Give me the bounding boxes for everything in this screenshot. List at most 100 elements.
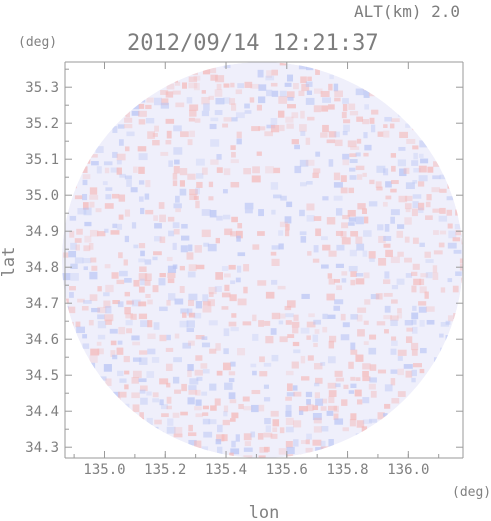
radar-cell — [389, 123, 395, 129]
radar-cell — [179, 168, 188, 176]
radar-cell — [173, 125, 182, 132]
radar-cell — [349, 159, 358, 164]
x-unit-label: (deg) — [452, 485, 491, 500]
radar-cell — [285, 223, 290, 231]
radar-cell — [354, 441, 363, 445]
radar-cell — [411, 116, 419, 123]
radar-cell — [390, 216, 395, 224]
radar-cell — [383, 168, 389, 176]
radar-cell — [425, 215, 433, 220]
radar-cell — [328, 104, 335, 110]
radar-cell — [272, 419, 280, 427]
radar-cell — [231, 440, 236, 448]
x-ticks: 135.0 135.2 135.4 135.6 135.8 136.0 — [73, 62, 440, 478]
radar-cell — [419, 368, 425, 374]
radar-cell — [313, 453, 323, 458]
y-tick-label: 35.1 — [25, 152, 59, 168]
radar-cell — [188, 439, 197, 446]
radar-cell — [384, 384, 393, 392]
radar-cell — [258, 96, 266, 104]
radar-cell — [215, 75, 225, 83]
radar-cell — [74, 257, 84, 264]
radar-cell — [314, 392, 320, 399]
radar-cell — [362, 419, 372, 424]
radar-cell — [342, 214, 351, 220]
radar-cell — [189, 69, 198, 75]
radar-cell — [368, 383, 376, 390]
radar-cell — [231, 117, 238, 122]
radar-cell — [216, 370, 223, 376]
radar-cell — [231, 103, 237, 111]
radar-cell — [411, 319, 417, 325]
radar-cell — [270, 251, 277, 256]
radar-cell — [363, 272, 370, 279]
radar-cell — [138, 196, 144, 202]
radar-cell — [286, 123, 294, 129]
radar-cell — [160, 404, 168, 410]
radar-cell — [110, 230, 120, 235]
radar-cell — [320, 236, 328, 241]
radar-cell — [312, 334, 319, 342]
radar-cell — [103, 161, 113, 166]
radar-cell — [279, 62, 287, 66]
radar-cell — [390, 188, 397, 193]
radar-cell — [341, 222, 349, 229]
radar-cell — [230, 448, 240, 455]
radar-cell — [348, 390, 355, 394]
radar-cell — [172, 376, 180, 384]
radar-cell — [342, 427, 349, 432]
radar-cell — [208, 419, 217, 425]
radar-cell — [417, 125, 423, 131]
radar-cell — [242, 396, 250, 402]
radar-cell — [270, 124, 280, 133]
radar-cell — [293, 420, 302, 428]
radar-cell — [391, 340, 398, 346]
radar-cell — [166, 405, 172, 410]
radar-cell — [133, 244, 139, 249]
radar-cell — [412, 125, 419, 131]
radar-cell — [336, 244, 345, 251]
radar-cell — [355, 354, 364, 362]
radar-cell — [110, 340, 117, 346]
radar-cell — [152, 392, 159, 398]
y-tick-label: 34.6 — [25, 332, 59, 348]
radar-cell — [426, 194, 432, 201]
y-tick-label: 35.3 — [25, 80, 59, 96]
radar-cell — [257, 231, 265, 236]
radar-cell — [123, 124, 133, 129]
radar-cell — [216, 446, 223, 455]
radar-cell — [75, 321, 81, 328]
radar-cell — [203, 431, 213, 438]
radar-cell — [203, 242, 210, 247]
radar-cell — [189, 104, 199, 111]
radar-cell — [412, 263, 420, 270]
radar-cell — [125, 110, 130, 118]
radar-cell — [208, 181, 214, 188]
radar-cell — [447, 181, 454, 189]
radar-cell — [278, 96, 288, 104]
radar-cell — [306, 181, 313, 185]
radar-cell — [427, 166, 434, 173]
radar-cell — [69, 230, 75, 238]
radar-cell — [322, 326, 328, 333]
radar-cell — [320, 90, 330, 98]
radar-cell — [223, 328, 230, 337]
radar-cell — [257, 280, 267, 286]
radar-cell — [138, 153, 148, 161]
radar-cell — [300, 130, 306, 136]
radar-cell — [221, 434, 228, 442]
radar-cell — [201, 90, 206, 94]
radar-cell — [124, 209, 131, 217]
radar-cell — [399, 419, 405, 426]
radar-cell — [175, 208, 181, 213]
radar-cell — [161, 413, 169, 418]
radar-cell — [340, 175, 347, 183]
radar-cell — [83, 245, 91, 252]
radar-cell — [111, 193, 120, 199]
radar-cell — [89, 187, 98, 195]
radar-cell — [397, 251, 404, 257]
radar-cell — [89, 201, 95, 208]
radar-cell — [404, 320, 413, 326]
radar-cell — [438, 215, 448, 222]
radar-cell — [270, 328, 277, 335]
